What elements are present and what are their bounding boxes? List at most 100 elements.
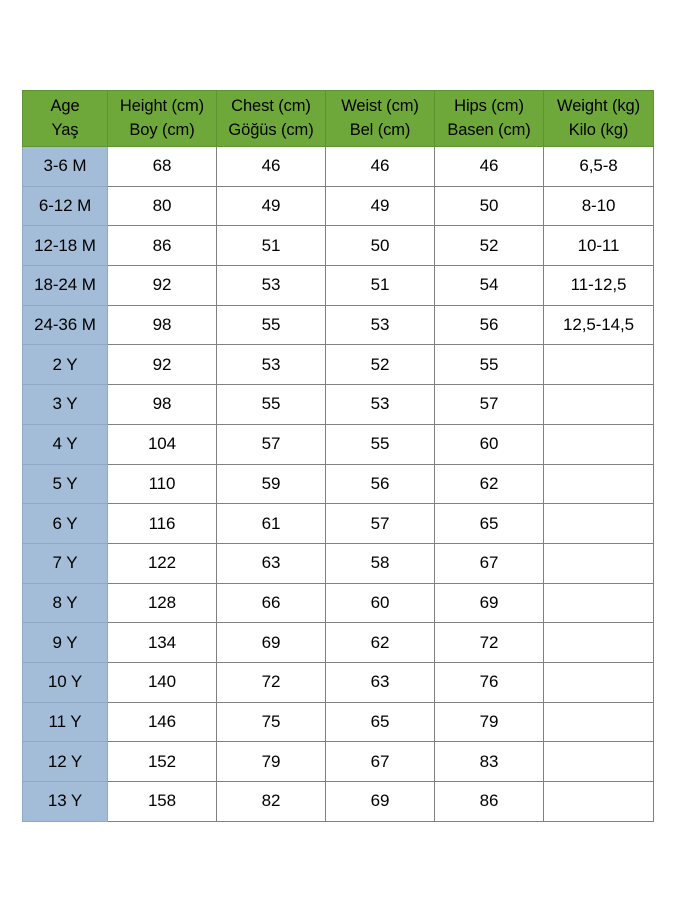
cell-waist: 55	[325, 423, 435, 465]
age-cell: 8 Y	[22, 582, 108, 624]
cell-height: 86	[107, 225, 217, 267]
table-row: 12 Y 152 79 67 83	[22, 741, 654, 782]
age-cell: 11 Y	[22, 701, 108, 743]
cell-chest: 63	[216, 542, 326, 584]
cell-waist: 51	[325, 265, 435, 306]
cell-hips: 69	[434, 582, 544, 624]
cell-height: 128	[107, 582, 217, 624]
cell-chest: 82	[216, 781, 326, 822]
cell-height: 146	[107, 701, 217, 743]
cell-chest: 69	[216, 622, 326, 663]
cell-height: 122	[107, 542, 217, 584]
age-cell: 9 Y	[22, 622, 108, 663]
cell-chest: 61	[216, 503, 326, 544]
age-cell: 13 Y	[22, 781, 108, 822]
table-row: 8 Y 128 66 60 69	[22, 582, 654, 624]
cell-height: 92	[107, 265, 217, 306]
cell-weight	[543, 344, 654, 386]
cell-height: 92	[107, 344, 217, 386]
cell-height: 98	[107, 304, 217, 346]
cell-weight: 8-10	[543, 185, 654, 227]
column-header-chest: Chest (cm) Göğüs (cm)	[216, 90, 326, 147]
table-row: 4 Y 104 57 55 60	[22, 423, 654, 465]
age-cell: 2 Y	[22, 344, 108, 386]
cell-waist: 50	[325, 225, 435, 267]
cell-height: 134	[107, 622, 217, 663]
cell-weight	[543, 582, 654, 624]
cell-hips: 67	[434, 542, 544, 584]
table-header: Age Yaş Height (cm) Boy (cm) Chest (cm) Göğüs…	[22, 90, 654, 147]
cell-height: 110	[107, 463, 217, 505]
cell-hips: 83	[434, 741, 544, 782]
cell-chest: 51	[216, 225, 326, 267]
cell-waist: 46	[325, 146, 435, 187]
cell-waist: 52	[325, 344, 435, 386]
column-header-hips: Hips (cm) Basen (cm)	[434, 90, 544, 147]
cell-height: 68	[107, 146, 217, 187]
cell-hips: 54	[434, 265, 544, 306]
cell-waist: 57	[325, 503, 435, 544]
cell-waist: 63	[325, 661, 435, 703]
cell-weight	[543, 463, 654, 505]
column-header-label-tr: Bel (cm)	[349, 120, 411, 139]
table-row: 3-6 M 68 46 46 46 6,5-8	[22, 146, 654, 187]
age-cell: 10 Y	[22, 661, 108, 703]
column-header-label-tr: Kilo (kg)	[568, 120, 629, 139]
table-row: 24-36 M 98 55 53 56 12,5-14,5	[22, 304, 654, 346]
cell-waist: 65	[325, 701, 435, 743]
cell-weight	[543, 503, 654, 544]
age-cell: 12 Y	[22, 741, 108, 782]
age-cell: 12-18 M	[22, 225, 108, 267]
table-body: 3-6 M 68 46 46 46 6,5-8 6-12 M 80 49 49 50 8-10 12-1…	[22, 146, 654, 822]
cell-hips: 86	[434, 781, 544, 822]
table-row: 9 Y 134 69 62 72	[22, 622, 654, 663]
cell-weight	[543, 542, 654, 584]
cell-height: 104	[107, 423, 217, 465]
cell-height: 158	[107, 781, 217, 822]
cell-hips: 72	[434, 622, 544, 663]
table-row: 2 Y 92 53 52 55	[22, 344, 654, 386]
table-row: 6-12 M 80 49 49 50 8-10	[22, 185, 654, 227]
cell-weight	[543, 661, 654, 703]
cell-hips: 79	[434, 701, 544, 743]
cell-hips: 65	[434, 503, 544, 544]
cell-weight: 10-11	[543, 225, 654, 267]
cell-hips: 56	[434, 304, 544, 346]
table-row: 6 Y 116 61 57 65	[22, 503, 654, 544]
cell-chest: 53	[216, 344, 326, 386]
column-header-label-tr: Basen (cm)	[447, 120, 531, 139]
cell-waist: 53	[325, 384, 435, 425]
cell-weight	[543, 701, 654, 743]
table-row: 11 Y 146 75 65 79	[22, 701, 654, 743]
cell-waist: 58	[325, 542, 435, 584]
cell-waist: 56	[325, 463, 435, 505]
cell-height: 152	[107, 741, 217, 782]
cell-hips: 52	[434, 225, 544, 267]
cell-chest: 72	[216, 661, 326, 703]
cell-chest: 46	[216, 146, 326, 187]
column-header-label-en: Weist (cm)	[341, 97, 419, 116]
cell-hips: 46	[434, 146, 544, 187]
table-row: 7 Y 122 63 58 67	[22, 542, 654, 584]
cell-weight: 6,5-8	[543, 146, 654, 187]
table-row: 18-24 M 92 53 51 54 11-12,5	[22, 265, 654, 306]
cell-chest: 49	[216, 185, 326, 227]
column-header-waist: Weist (cm) Bel (cm)	[325, 90, 435, 147]
column-header-weight: Weight (kg) Kilo (kg)	[543, 90, 654, 147]
cell-chest: 55	[216, 384, 326, 425]
header-row: Age Yaş Height (cm) Boy (cm) Chest (cm) Göğüs…	[22, 90, 654, 147]
column-header-height: Height (cm) Boy (cm)	[107, 90, 217, 147]
cell-waist: 49	[325, 185, 435, 227]
age-cell: 3-6 M	[22, 146, 108, 187]
cell-chest: 79	[216, 741, 326, 782]
cell-hips: 60	[434, 423, 544, 465]
column-header-label-en: Hips (cm)	[454, 97, 524, 116]
column-header-label-tr: Boy (cm)	[129, 120, 195, 139]
cell-weight: 12,5-14,5	[543, 304, 654, 346]
cell-height: 140	[107, 661, 217, 703]
age-cell: 5 Y	[22, 463, 108, 505]
size-chart-table: Age Yaş Height (cm) Boy (cm) Chest (cm) Göğüs…	[22, 90, 654, 822]
cell-hips: 76	[434, 661, 544, 703]
table-row: 12-18 M 86 51 50 52 10-11	[22, 225, 654, 267]
cell-weight	[543, 781, 654, 822]
